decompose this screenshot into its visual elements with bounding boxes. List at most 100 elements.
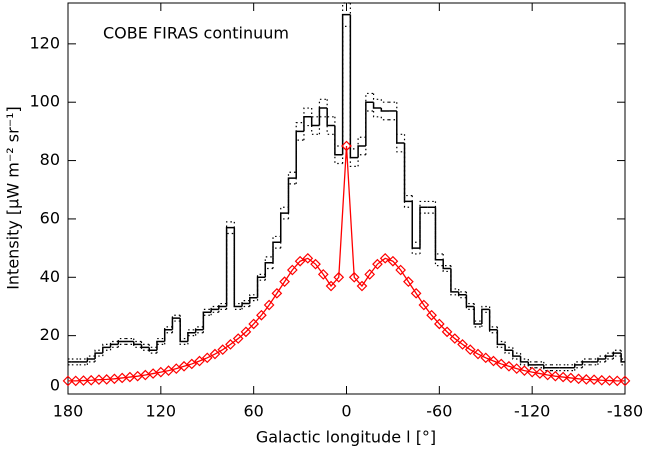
error-lower	[543, 367, 552, 372]
error-lower	[102, 349, 111, 357]
step	[504, 344, 513, 351]
step	[140, 344, 150, 349]
diamond-marker	[596, 374, 608, 386]
step	[264, 261, 274, 278]
diamond-marker	[495, 358, 507, 370]
error-upper	[380, 99, 390, 103]
x-tick-label: 180	[53, 402, 84, 421]
error-lower	[396, 119, 405, 153]
step	[481, 308, 490, 324]
error-upper	[233, 221, 243, 305]
error-upper	[612, 349, 622, 354]
step	[272, 241, 281, 263]
diamond-marker	[240, 326, 252, 338]
error-upper	[504, 341, 513, 348]
error-lower	[357, 154, 366, 167]
step	[349, 14, 359, 159]
step	[573, 364, 583, 368]
step	[411, 201, 420, 249]
y-tick-label: 80	[40, 150, 60, 169]
step	[365, 101, 374, 146]
error-upper	[272, 235, 281, 257]
error-upper	[442, 253, 451, 267]
error-lower	[295, 139, 304, 184]
diamond-marker	[457, 339, 468, 350]
error-lower	[280, 218, 289, 249]
diamond-marker	[101, 374, 113, 385]
diamond-marker	[333, 271, 345, 283]
diamond-marker	[588, 374, 600, 386]
diamond-marker	[271, 287, 283, 299]
step	[450, 268, 459, 293]
step	[597, 358, 606, 362]
error-lower	[187, 335, 196, 345]
diamond-marker	[526, 366, 538, 378]
error-lower	[481, 311, 490, 327]
step	[133, 341, 142, 346]
step	[156, 340, 165, 351]
error-lower	[519, 358, 529, 366]
step	[341, 13, 351, 155]
step	[94, 352, 103, 359]
y-tick-label: 0	[50, 376, 60, 395]
error-upper	[581, 358, 591, 362]
diamond-marker	[480, 352, 492, 364]
step	[287, 177, 297, 214]
diamond-marker	[433, 318, 445, 330]
diamond-marker	[387, 255, 399, 267]
diamond-marker	[194, 355, 205, 367]
error-upper	[140, 341, 150, 345]
error-upper	[349, 3, 359, 150]
error-upper	[303, 107, 312, 123]
step	[102, 346, 111, 354]
error-upper	[102, 343, 111, 351]
error-lower	[117, 343, 127, 348]
error-lower	[597, 361, 606, 365]
error-upper	[295, 122, 304, 173]
error-lower	[365, 110, 374, 155]
error-upper	[411, 195, 420, 243]
x-tick-label: -180	[607, 402, 643, 421]
step	[279, 212, 289, 243]
diamond-marker	[364, 269, 376, 280]
diamond-marker	[225, 339, 236, 350]
step	[218, 305, 227, 310]
y-tick-label: 120	[29, 33, 60, 52]
step	[318, 107, 328, 126]
error-lower	[458, 294, 467, 299]
step	[604, 355, 614, 359]
error-lower	[195, 332, 204, 336]
step	[357, 145, 366, 158]
step	[187, 331, 196, 342]
error-lower	[133, 344, 142, 348]
diamond-marker	[573, 373, 584, 385]
step	[442, 259, 451, 270]
step	[419, 206, 428, 249]
diamond-marker	[78, 375, 89, 386]
error-lower	[202, 314, 212, 333]
diamond-marker	[256, 309, 267, 321]
step	[457, 291, 467, 296]
error-upper	[365, 92, 374, 138]
error-lower	[264, 267, 274, 281]
step	[310, 116, 320, 127]
diamond-marker	[426, 309, 437, 321]
x-tick-label: 60	[243, 402, 263, 421]
error-upper	[473, 303, 482, 322]
step	[512, 350, 521, 357]
error-lower	[450, 271, 459, 296]
diamond-marker	[557, 371, 569, 383]
error-lower	[612, 355, 622, 359]
step	[396, 110, 405, 144]
error-lower	[156, 343, 165, 354]
error-lower	[434, 213, 444, 267]
error-upper	[334, 116, 343, 147]
diamond-marker	[124, 371, 136, 383]
y-tick-label: 40	[40, 267, 60, 286]
error-upper	[543, 361, 552, 366]
step	[295, 130, 304, 179]
error-lower	[349, 26, 359, 168]
diamond-marker	[93, 374, 105, 386]
error-lower	[171, 320, 181, 333]
diamond-marker	[286, 264, 298, 276]
